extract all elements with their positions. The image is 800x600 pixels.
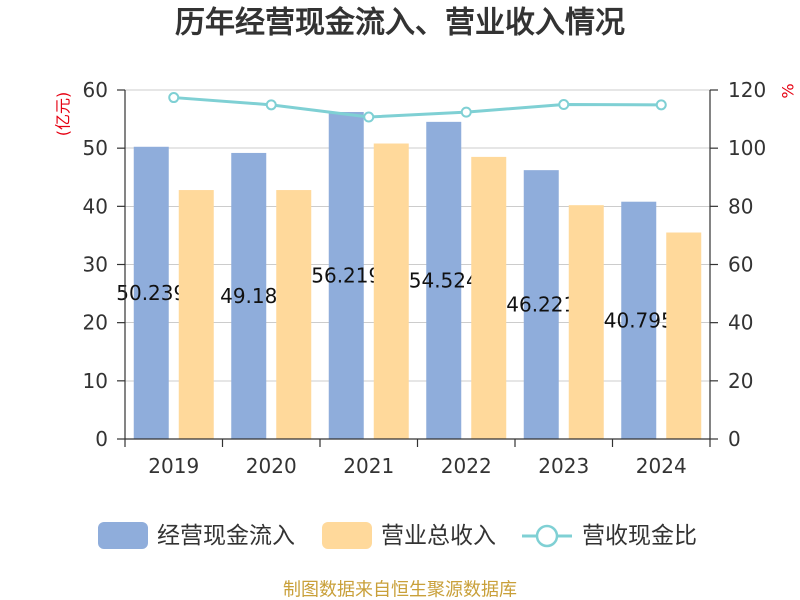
point-revenue-cash-ratio-2019 [168, 92, 180, 104]
bar-total-revenue-2022 [471, 156, 507, 439]
bar-total-revenue-2020 [276, 190, 312, 439]
x-tick-label-2024: 2024 [636, 454, 687, 478]
bar-cash-inflow-2023 [523, 170, 559, 440]
bar-total-revenue-2024 [666, 232, 702, 439]
bar-series-total-revenue [178, 143, 702, 439]
legend: 经营现金流入 营业总收入 营收现金比 [98, 522, 697, 549]
y-right-tick-label-4: 80 [728, 194, 753, 218]
y-left-tick-label-2: 20 [83, 311, 108, 335]
bar-series-cash-inflow [133, 111, 657, 440]
x-tick-label-2021: 2021 [343, 454, 394, 478]
y-right-tick-label-0: 0 [728, 427, 741, 451]
data-label-cash-inflow-2022: 54.524 [409, 268, 479, 292]
legend-item-cash-inflow: 经营现金流入 [98, 522, 295, 549]
data-label-cash-inflow-2020: 49.18 [220, 284, 277, 308]
point-revenue-cash-ratio-2024 [655, 99, 667, 111]
y-left-tick-label-5: 50 [83, 136, 108, 160]
source-footer: 制图数据来自恒生聚源数据库 [283, 580, 517, 600]
x-tick-label-2022: 2022 [441, 454, 492, 478]
legend-label-total-revenue: 营业总收入 [381, 523, 496, 549]
y-right-tick-label-2: 40 [728, 311, 753, 335]
legend-item-total-revenue: 营业总收入 [322, 522, 496, 549]
y-right-tick-label-6: 120 [728, 78, 766, 102]
point-revenue-cash-ratio-2022 [460, 106, 472, 118]
y-right-tick-label-5: 100 [728, 136, 766, 160]
line-series-revenue-cash-ratio [168, 92, 667, 123]
point-revenue-cash-ratio-2021 [363, 111, 375, 123]
bar-cash-inflow-2024 [621, 201, 657, 439]
y-right-tick-label-1: 20 [728, 369, 753, 393]
data-label-cash-inflow-2019: 50.239 [116, 281, 186, 305]
legend-label-revenue-cash-ratio: 营收现金比 [582, 523, 697, 549]
legend-label-cash-inflow: 经营现金流入 [157, 523, 295, 549]
bar-cash-inflow-2022 [426, 121, 462, 440]
x-tick-label-2019: 2019 [148, 454, 199, 478]
chart-title: 历年经营现金流入、营业收入情况 [175, 6, 625, 41]
y-left-tick-label-3: 30 [83, 253, 108, 277]
y-left-tick-label-0: 0 [95, 427, 108, 451]
data-labels-cash-inflow: 50.239 49.18 56.219 54.524 46.221 40.795 [116, 263, 673, 332]
legend-swatch-cash-inflow [98, 522, 148, 549]
y-left-tick-label-1: 10 [83, 369, 108, 393]
bar-cash-inflow-2020 [231, 152, 267, 439]
y-left-unit-label: (亿元) [54, 92, 73, 137]
bar-cash-inflow-2019 [133, 146, 169, 439]
point-revenue-cash-ratio-2020 [265, 99, 277, 111]
bar-total-revenue-2019 [178, 190, 214, 439]
bar-total-revenue-2023 [568, 205, 604, 439]
legend-marker-revenue-cash-ratio [535, 524, 559, 548]
grid-lines [125, 89, 710, 440]
y-left-tick-label-4: 40 [83, 194, 108, 218]
bar-cash-inflow-2021 [328, 111, 364, 440]
point-revenue-cash-ratio-2023 [558, 99, 570, 111]
data-label-cash-inflow-2021: 56.219 [311, 263, 381, 287]
axes: 0 10 20 30 40 50 60 0 20 40 60 80 100 120 2019 2020 2021… [83, 78, 767, 478]
plot-area: 50.239 49.18 56.219 54.524 46.221 40.795 0 10 20… [83, 78, 767, 478]
data-label-cash-inflow-2024: 40.795 [604, 308, 674, 332]
bar-total-revenue-2021 [373, 143, 409, 439]
legend-swatch-total-revenue [322, 522, 372, 549]
x-tick-label-2023: 2023 [538, 454, 589, 478]
y-right-unit-label: % [779, 83, 798, 98]
y-right-tick-label-3: 60 [728, 253, 753, 277]
legend-item-revenue-cash-ratio: 营收现金比 [522, 523, 697, 549]
y-left-tick-label-6: 60 [83, 78, 108, 102]
line-revenue-cash-ratio [173, 96, 662, 119]
data-label-cash-inflow-2023: 46.221 [506, 293, 576, 317]
x-tick-label-2020: 2020 [246, 454, 297, 478]
